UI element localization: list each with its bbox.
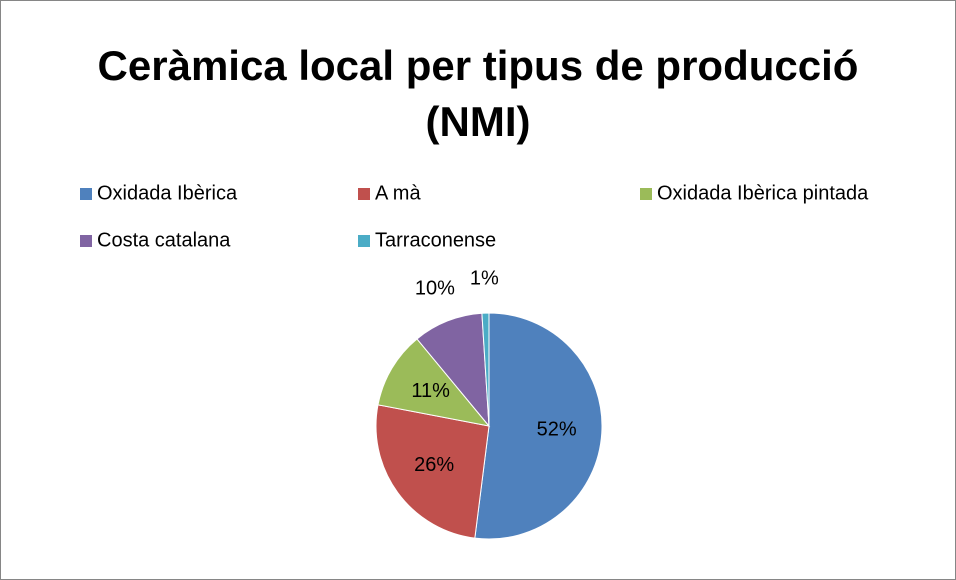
legend-label: Costa catalana xyxy=(97,229,231,251)
legend-label: Tarraconense xyxy=(375,229,496,251)
legend-swatch xyxy=(80,188,92,200)
pie-slice xyxy=(474,312,603,540)
data-label: 52% xyxy=(537,419,577,441)
data-label: 11% xyxy=(411,380,450,402)
chart-title: Ceràmica local per tipus de producció (N… xyxy=(97,42,859,145)
data-label: 10% xyxy=(415,278,455,300)
data-label: 1% xyxy=(470,267,499,289)
legend-label: A mà xyxy=(375,182,421,204)
legend-swatch xyxy=(80,235,92,247)
pie-slice xyxy=(416,312,490,428)
pie-slice xyxy=(481,312,490,427)
legend-swatch xyxy=(358,235,370,247)
pie-slice xyxy=(377,338,491,427)
legend-label: Oxidada Ibèrica pintada xyxy=(657,182,869,204)
legend-swatch xyxy=(358,188,370,200)
data-label: 26% xyxy=(414,454,454,476)
pie-slice xyxy=(375,404,490,539)
legend-label: Oxidada Ibèrica xyxy=(97,182,238,204)
legend-swatch xyxy=(640,188,652,200)
